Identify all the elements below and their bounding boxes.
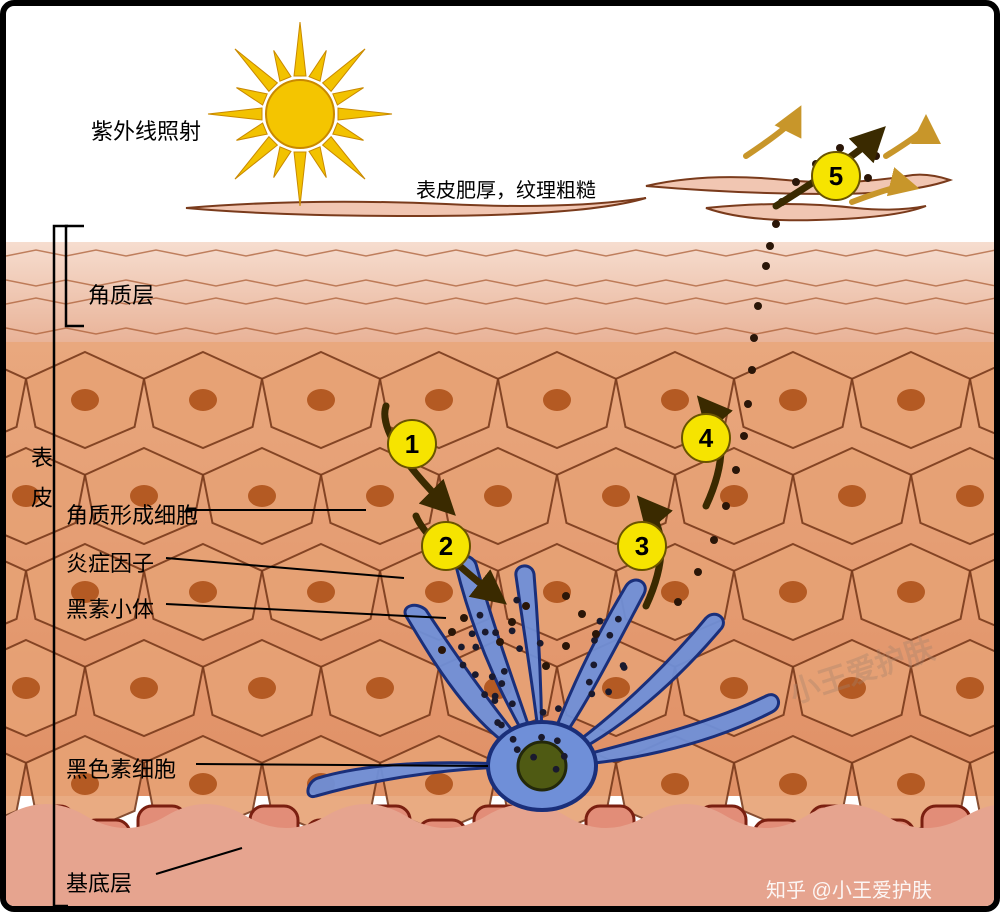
svg-text:4: 4 [699,423,714,453]
label-uv: 紫外线照射 [91,114,201,146]
label-melanosome: 黑素小体 [66,592,154,624]
label-keratinocyte: 角质形成细胞 [66,498,198,530]
label-stratum-corneum: 角质层 [88,278,154,310]
label-melanocyte: 黑色素细胞 [66,752,176,784]
label-epidermis-vertical: 表 皮 [24,446,56,514]
svg-text:3: 3 [635,531,649,561]
svg-text:2: 2 [439,531,453,561]
svg-text:5: 5 [829,161,843,191]
diagram-canvas: 1 2 3 4 5 紫外线照射 表皮肥厚，纹理粗糙 角质层 表 皮 角质形成细胞 炎症因… [0,0,1000,912]
svg-text:1: 1 [405,429,419,459]
label-basal: 基底层 [66,866,132,898]
watermark-zhihu: 知乎 @小王爱护肤 [766,874,932,903]
label-cytokine: 炎症因子 [66,546,154,578]
label-top-note: 表皮肥厚，纹理粗糙 [416,174,596,203]
